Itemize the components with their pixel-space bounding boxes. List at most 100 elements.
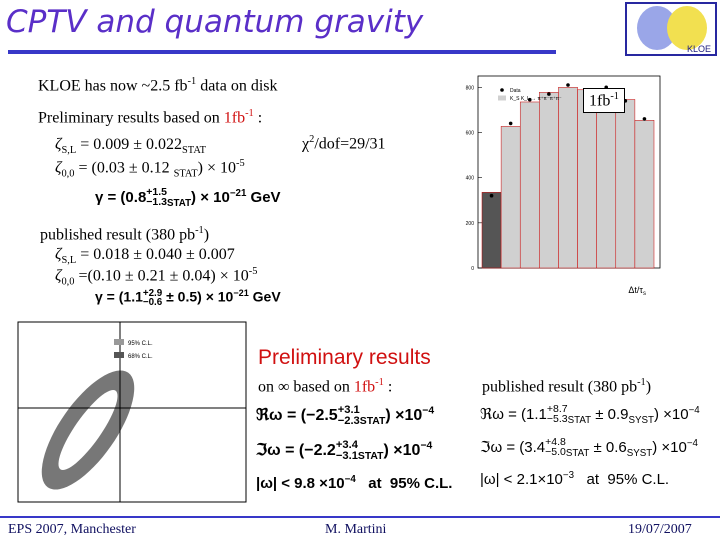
text: −21: [229, 188, 247, 199]
pub-omega-re: ℜω = (1.1 +8.7 −5.3 STAT ± 0.9SYST) ×10−4: [480, 404, 700, 426]
text: ζ: [55, 267, 62, 285]
bar: [596, 89, 617, 269]
text: =(0.10 ± 0.21 ± 0.04) × 10: [74, 267, 249, 285]
text: -1: [610, 91, 619, 102]
gamma: γ = (0.8 +1.5 −1.3 STAT) × 10−21 GeV: [95, 186, 281, 209]
text: −0.6: [142, 296, 163, 308]
footer-center: M. Martini: [325, 522, 387, 537]
text: −3: [562, 470, 575, 481]
text: SYST: [628, 415, 654, 426]
text: ℑω = (−2.2: [256, 442, 336, 459]
data-point: [508, 121, 513, 126]
x-axis-label: Δt/τs: [628, 285, 646, 297]
text: +1.5: [146, 186, 168, 199]
title: CPTV and quantum gravity: [6, 4, 424, 40]
text: S,L: [61, 255, 77, 267]
prelim-line: Preliminary results based on 1fb-1 :: [38, 108, 262, 127]
errors: +3.4 −3.1: [336, 440, 358, 461]
text: +4.8: [545, 436, 566, 449]
text: χ: [302, 135, 310, 153]
data-point: [566, 83, 570, 87]
errors: +1.5 −1.3: [146, 186, 168, 209]
text: 0,0: [61, 168, 75, 180]
data-point: [642, 117, 647, 121]
text: published result (380 pb: [40, 226, 196, 244]
text: −4: [422, 405, 435, 417]
logo-text: KLOE: [687, 44, 711, 54]
contour-plot: 95% C.L. 68% C.L.: [17, 321, 247, 503]
errors: +2.9 −0.6: [142, 288, 163, 308]
text: KLOE has now ~2.5 fb: [38, 77, 188, 95]
text: -1: [245, 108, 254, 119]
text: −21: [233, 288, 249, 298]
text: data on disk: [196, 77, 278, 95]
y-tick-label: 200: [466, 221, 475, 227]
text: 1fb: [353, 378, 376, 396]
text: ) ×10: [653, 406, 689, 423]
omega-heading: Preliminary results: [258, 346, 431, 369]
text: STAT: [167, 198, 192, 209]
legend-marker: [498, 95, 506, 101]
text: −5.3: [546, 413, 568, 426]
text: -5: [248, 266, 258, 277]
text: ± 0.6: [589, 439, 627, 456]
text: STAT: [567, 415, 592, 426]
text: STAT: [359, 416, 386, 428]
data-point: [489, 193, 494, 198]
text: ± 0.9: [591, 406, 629, 423]
omega-based: on ∞ based on 1fb-1 :: [258, 377, 392, 396]
text: STAT: [182, 145, 207, 157]
bar: [539, 92, 559, 269]
pub-omega-im: ℑω = (3.4 +4.8 −5.0 STAT ± 0.6SYST) ×10−4: [480, 436, 698, 459]
text: ζ: [55, 136, 62, 153]
text: = 0.009 ± 0.022: [76, 136, 183, 153]
omega-abs: |ω| < 9.8 ×10−4 at 95% C.L.: [256, 474, 452, 492]
text: γ = (0.8: [95, 189, 147, 206]
errors: +8.7 −5.3: [546, 404, 568, 426]
text: Δt/τ: [628, 285, 643, 295]
text: −4: [686, 438, 698, 449]
footer-rule: [0, 516, 720, 518]
text: :: [253, 109, 263, 127]
text: |ω| < 2.1×10: [480, 471, 563, 488]
text: -5: [235, 158, 245, 169]
data-point: [527, 97, 532, 102]
bar: [615, 99, 636, 269]
text: -1: [195, 225, 204, 236]
y-tick-label: 600: [466, 130, 475, 136]
text: at 95% C.L.: [355, 475, 453, 492]
footer-left: EPS 2007, Manchester: [8, 522, 136, 537]
text: 2: [309, 134, 315, 145]
legend-label: 95% C.L.: [128, 341, 153, 347]
text: −5.0: [545, 446, 566, 459]
text: ) ×10: [652, 439, 687, 456]
title-rule: [8, 50, 556, 54]
logo: KLOE: [625, 2, 717, 56]
bar: [481, 192, 502, 269]
text: Preliminary results based on: [38, 109, 224, 127]
pub-omega-abs: |ω| < 2.1×10−3 at 95% C.L.: [480, 470, 669, 488]
text: ± 0.5) × 10: [162, 288, 234, 305]
text: -1: [375, 377, 384, 388]
text: ) × 10: [191, 189, 230, 206]
pub-gamma: γ = (1.1 +2.9 −0.6 ± 0.5) × 10−21 GeV: [95, 288, 281, 308]
pub-line: published result (380 pb-1): [40, 225, 209, 244]
text: 1fb: [589, 92, 611, 110]
y-tick-label: 400: [466, 176, 475, 182]
text: ): [645, 378, 652, 396]
omega-im: ℑω = (−2.2 +3.4 −3.1 STAT) ×10−4: [256, 440, 432, 462]
data-point: [547, 92, 551, 96]
text: :: [383, 378, 393, 396]
text: S,L: [61, 145, 77, 157]
text: −1.3: [146, 196, 168, 209]
legend-label: K_S K_L → π⁺π⁻π⁺π⁻: [510, 96, 562, 102]
errors: +4.8 −5.0: [545, 436, 566, 459]
text: +3.1: [337, 404, 360, 417]
legend-label: Data: [510, 88, 521, 94]
text: -1: [187, 76, 197, 87]
text: −4: [344, 474, 356, 485]
text: at 95% C.L.: [574, 471, 670, 488]
text: GeV: [248, 288, 281, 305]
text: published result (380 pb: [482, 378, 638, 396]
